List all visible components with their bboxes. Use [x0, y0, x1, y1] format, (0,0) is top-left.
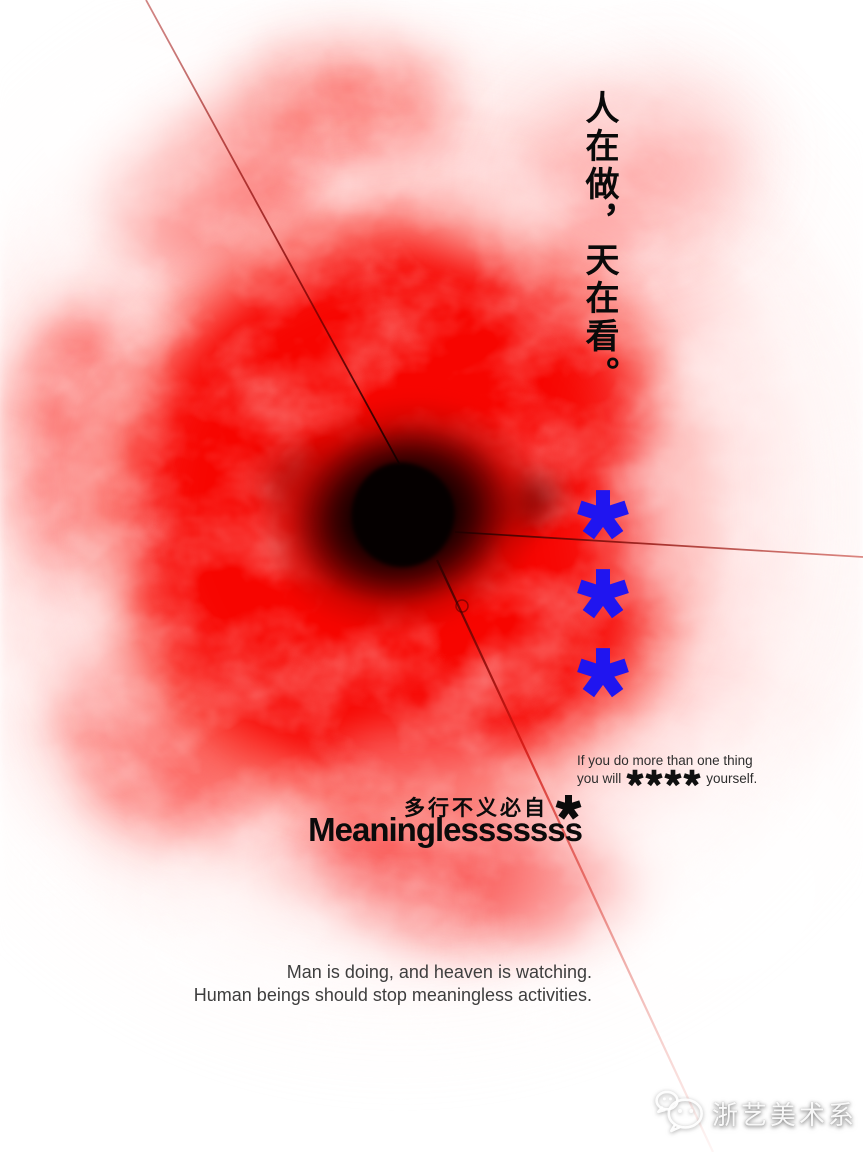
footer-line2: Human beings should stop meaningless act… [193, 985, 592, 1005]
caption-line1: If you do more than one thing [577, 753, 753, 768]
slogan-chinese-text: 多行不义必自 [404, 797, 548, 820]
footer-text: Man is doing, and heaven is watching. Hu… [194, 961, 592, 1007]
watermark-label: 浙艺美术系 [711, 1100, 857, 1130]
red-arc-blob [27, 597, 313, 873]
dark-halo [236, 369, 570, 661]
poster-title-vertical: 人在做，天在看。 [580, 90, 617, 394]
light-patch [640, 280, 863, 700]
caption: If you do more than one thing you will y… [577, 752, 757, 787]
dark-smear [243, 429, 387, 541]
light-patch [40, 560, 190, 720]
censored-asterisks-icon [626, 769, 701, 787]
light-patch [330, 720, 530, 800]
slogan-chinese: 多行不义必自 [404, 792, 582, 822]
slogan-english: Meaninglesssssss [308, 811, 583, 848]
wechat-icon [654, 1087, 706, 1140]
light-patch [70, 380, 210, 610]
light-patch [440, 150, 560, 260]
red-arc-blob [240, 45, 450, 155]
pink-wash-blob [503, 62, 767, 278]
light-patch [0, 20, 260, 260]
caption-line2-before: you will [577, 770, 622, 786]
watermark: 浙艺美术系 [654, 1087, 857, 1140]
red-arc-blob [89, 79, 331, 291]
footer-line1: Man is doing, and heaven is watching. [286, 962, 592, 982]
asterisk-icon [555, 794, 582, 821]
red-arc-blob [15, 310, 145, 570]
black-center-hole [345, 456, 461, 574]
caption-line2: you will yourself. [577, 769, 757, 787]
blue-asterisks [576, 488, 630, 700]
dark-smear [447, 453, 583, 557]
light-patch [628, 420, 708, 600]
caption-line2-after: yourself. [706, 770, 758, 786]
